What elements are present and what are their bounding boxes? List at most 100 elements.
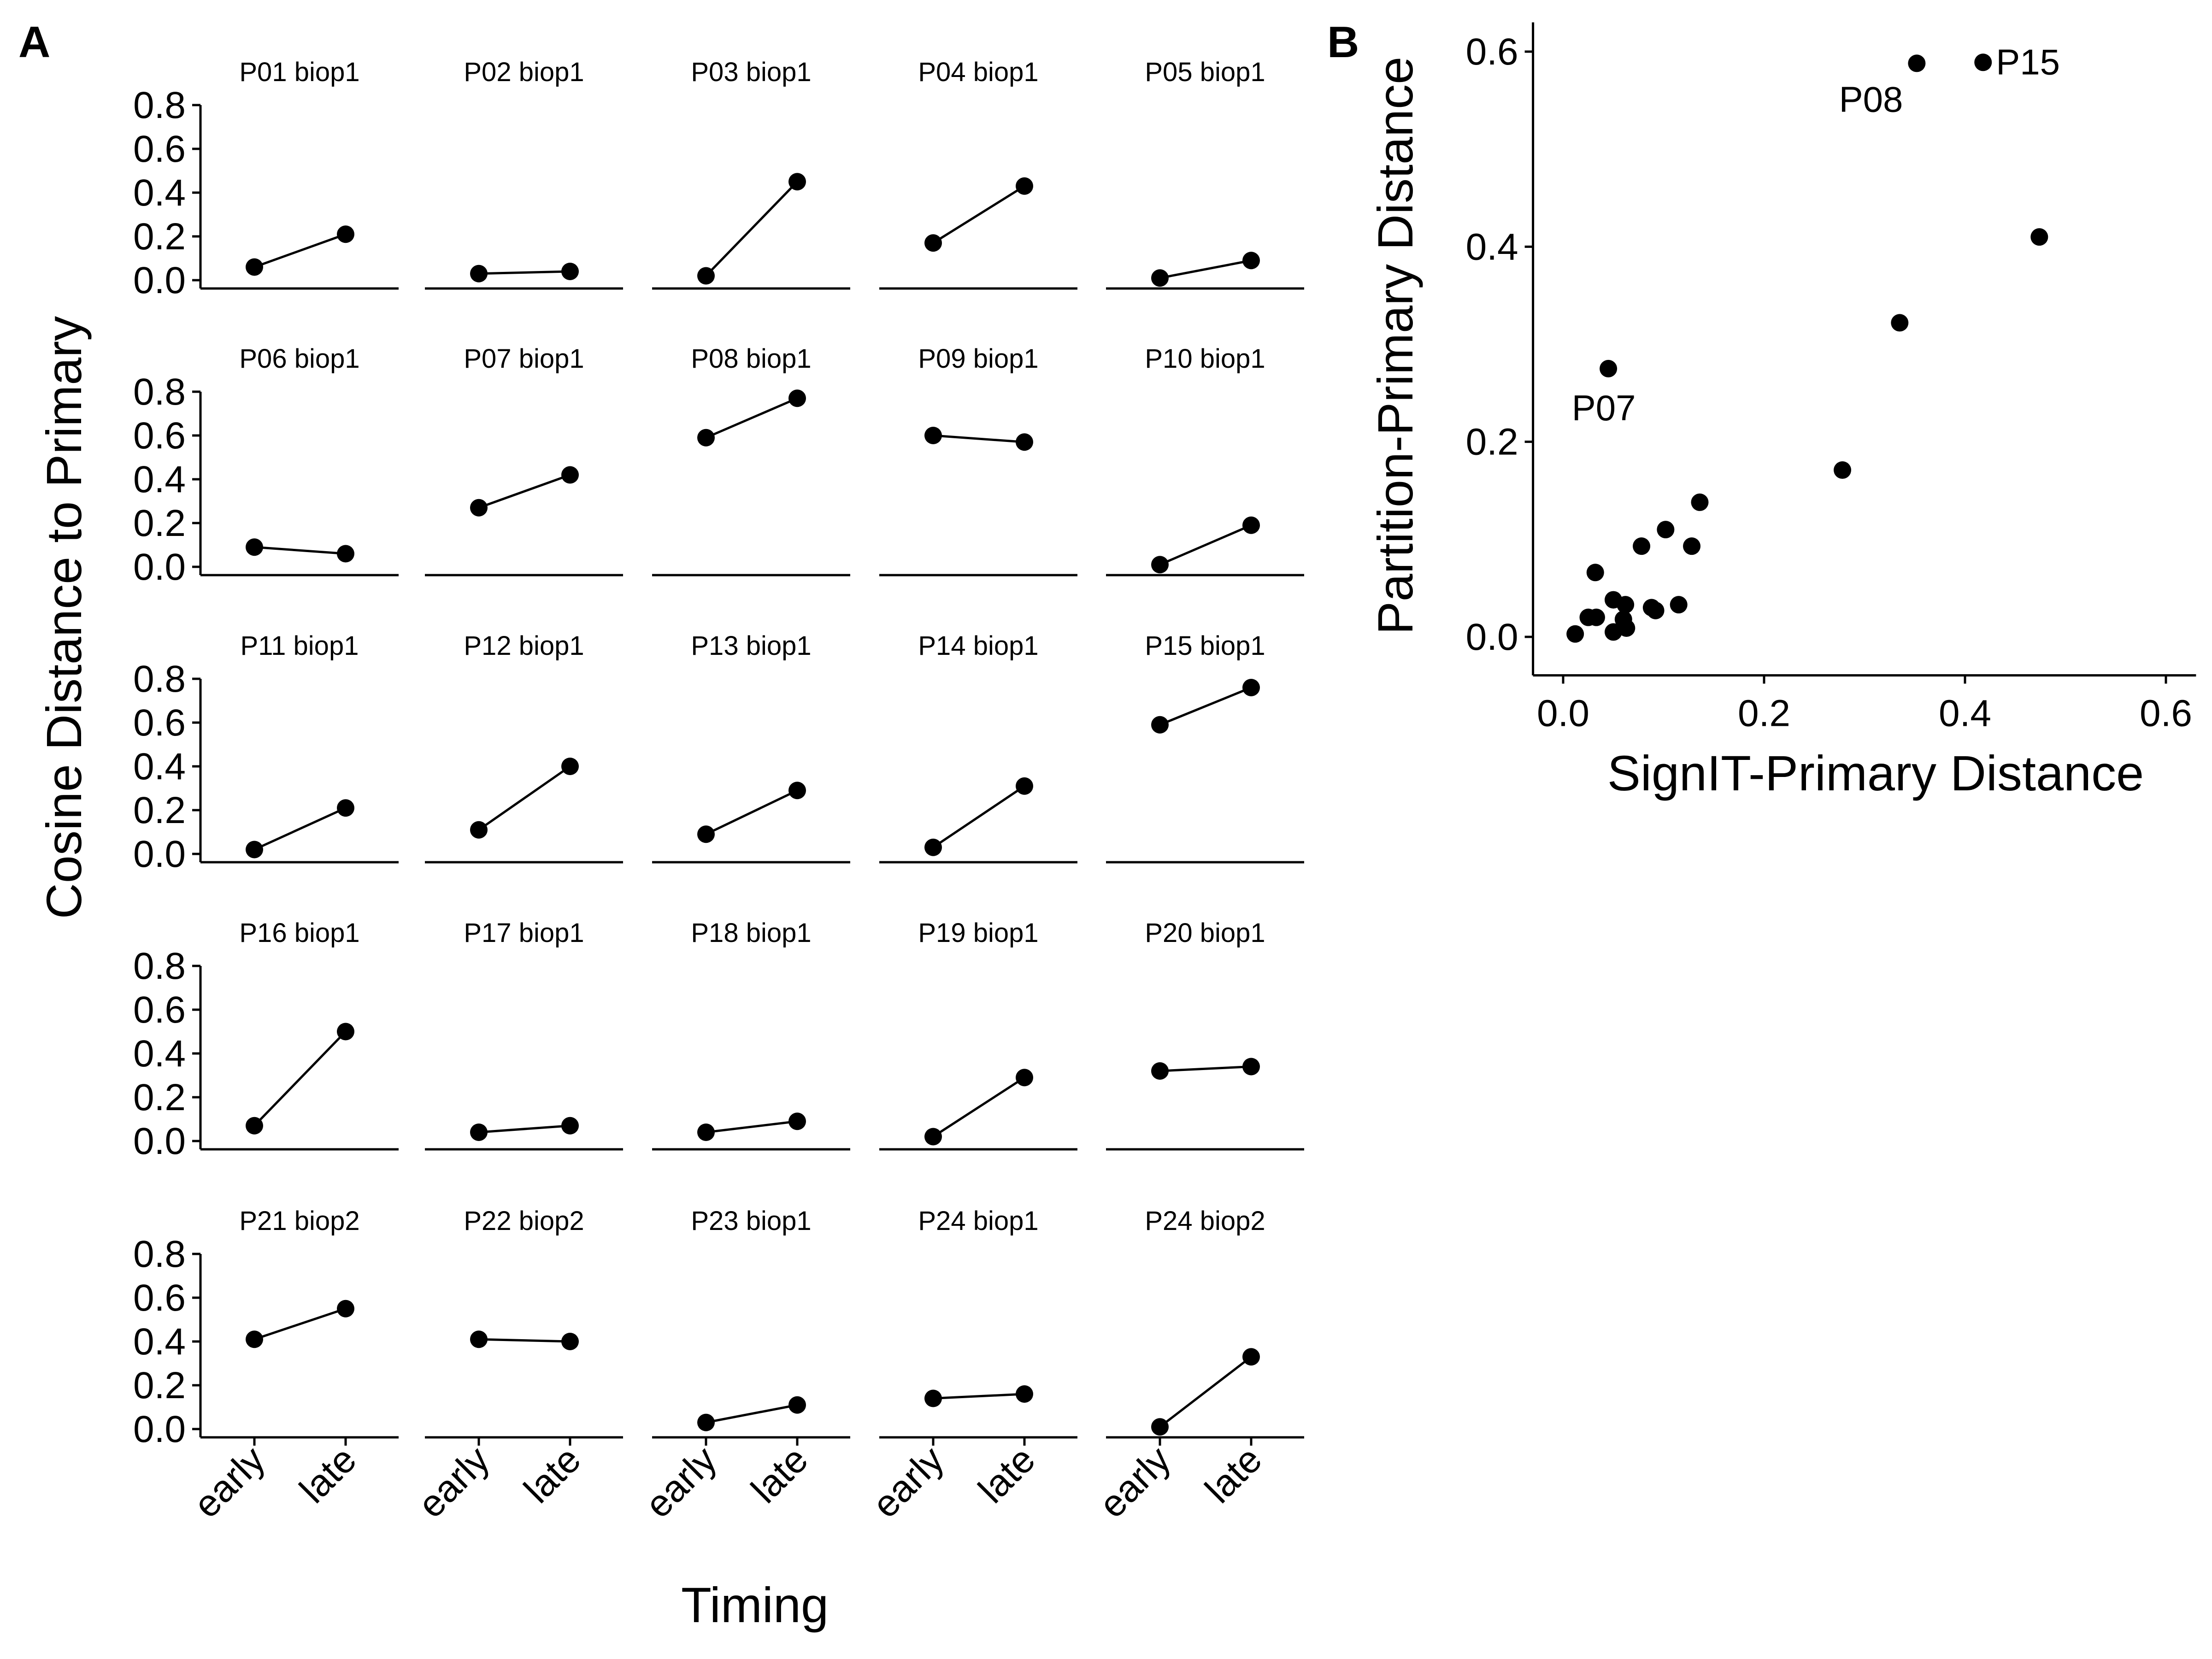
facet-p24-biop1: P24 biop1 early late — [865, 1206, 1077, 1526]
data-point-early — [697, 429, 715, 447]
data-point-late — [561, 466, 579, 484]
facet-p20-biop1: P20 biop1 — [1106, 918, 1304, 1151]
y-tick-label: 0.2 — [133, 216, 186, 258]
series-line — [1159, 259, 1252, 279]
facet-title: P23 biop1 — [691, 1206, 811, 1236]
data-point-late — [337, 799, 354, 817]
data-point-early — [1151, 1062, 1169, 1080]
data-point-late — [561, 1333, 579, 1350]
scatter-plot: 0.0 0.2 0.4 0.6 0.0 0.2 0.4 0.6 P07 P08 P15 — [1466, 22, 2196, 735]
data-point-early — [470, 265, 488, 282]
facet-title: P22 biop2 — [464, 1206, 584, 1236]
facet-p19-biop1: P19 biop1 — [879, 918, 1077, 1151]
y-tick-label: 0.8 — [133, 945, 186, 987]
facet-title: P07 biop1 — [464, 344, 584, 374]
y-tick-label: 0.6 — [133, 415, 186, 457]
data-point-late — [1242, 1058, 1260, 1076]
data-point-early — [924, 234, 942, 252]
facet-title: P04 biop1 — [918, 57, 1038, 87]
series-line — [932, 185, 1025, 244]
data-point-late — [788, 782, 806, 800]
data-point-early — [470, 821, 488, 839]
data-point-late — [1016, 1069, 1033, 1087]
scatter-point — [1587, 608, 1605, 626]
y-tick-label: 0.6 — [133, 702, 186, 744]
data-point-early — [924, 1389, 942, 1407]
panel-a-letter: A — [18, 18, 50, 67]
y-tick-label: 0.6 — [133, 989, 186, 1031]
data-point-late — [1016, 433, 1033, 451]
panel-b-letter: B — [1327, 18, 1359, 67]
x-tick-label: 0.4 — [1939, 693, 1991, 735]
y-tick-label: 0.8 — [133, 1233, 186, 1275]
y-tick-label: 0.4 — [133, 172, 186, 214]
series-line — [706, 1120, 798, 1134]
facet-title: P17 biop1 — [464, 918, 584, 948]
facet-title: P12 biop1 — [464, 631, 584, 661]
data-point-early — [246, 258, 263, 276]
data-point-late — [788, 389, 806, 407]
scatter-point — [1633, 537, 1651, 555]
y-tick-label: 0.4 — [1466, 226, 1518, 268]
facet-title: P21 biop2 — [239, 1206, 359, 1236]
y-tick-label: 0.6 — [1466, 31, 1518, 73]
x-tick-label: late — [516, 1438, 589, 1511]
data-point-early — [246, 538, 263, 556]
facet-title: P03 biop1 — [691, 57, 811, 87]
facet-p11-biop1: P11 biop1 0.00.20.40.60.8 — [133, 631, 399, 875]
x-tick-label: late — [1197, 1438, 1270, 1511]
facet-p23-biop1: P23 biop1 early late — [637, 1206, 850, 1526]
data-point-late — [561, 263, 579, 280]
facet-p14-biop1: P14 biop1 — [879, 631, 1077, 864]
facet-title: P20 biop1 — [1145, 918, 1265, 948]
data-point-early — [924, 838, 942, 856]
facet-title: P24 biop2 — [1145, 1206, 1265, 1236]
y-tick-label: 0.0 — [133, 259, 186, 301]
series-line — [1159, 686, 1252, 726]
data-point-late — [561, 758, 579, 775]
point-label-p08: P08 — [1839, 79, 1903, 119]
facet-title: P10 biop1 — [1145, 344, 1265, 374]
data-point-early — [470, 1330, 488, 1348]
scatter-point — [1600, 359, 1618, 377]
facet-p16-biop1: P16 biop1 0.00.20.40.60.8 — [133, 918, 399, 1162]
data-point-early — [697, 267, 715, 285]
y-tick-label: 0.2 — [1466, 421, 1518, 463]
data-point-early — [1151, 1418, 1169, 1436]
facet-p03-biop1: P03 biop1 — [652, 57, 850, 290]
x-tick-label: late — [743, 1438, 816, 1511]
facet-title: P02 biop1 — [464, 57, 584, 87]
data-point-early — [924, 427, 942, 444]
scatter-point — [1891, 314, 1909, 332]
facet-title: P09 biop1 — [918, 344, 1038, 374]
data-point-early — [697, 1413, 715, 1431]
x-tick-label: early — [186, 1438, 273, 1526]
series-line — [1159, 524, 1252, 566]
series-line — [478, 1124, 571, 1134]
y-tick-label: 0.2 — [133, 1365, 186, 1406]
facet-p24-biop2: P24 biop2 early late — [1091, 1206, 1304, 1526]
data-point-early — [1151, 556, 1169, 574]
series-line — [933, 1393, 1025, 1400]
x-tick-label: 0.0 — [1537, 693, 1589, 735]
series-line — [478, 474, 571, 509]
y-tick-label: 0.2 — [133, 789, 186, 831]
facet-p22-biop2: P22 biop2 early late — [410, 1206, 623, 1526]
panel-a-y-axis-title: Cosine Distance to Primary — [36, 316, 92, 919]
facet-p06-biop1: P06 biop1 0.00.20.40.60.8 — [133, 344, 399, 588]
series-line — [706, 397, 798, 439]
data-point-early — [697, 825, 715, 843]
scatter-point — [2030, 228, 2048, 246]
data-point-early — [246, 1330, 263, 1348]
series-line — [478, 765, 571, 831]
data-point-late — [337, 1300, 354, 1318]
data-point-late — [337, 545, 354, 563]
facet-title: P24 biop1 — [918, 1206, 1038, 1236]
data-point-early — [1151, 269, 1169, 287]
facet-p08-biop1: P08 biop1 — [652, 344, 850, 577]
scatter-point — [1691, 493, 1709, 511]
series-line — [932, 1077, 1025, 1138]
data-point-late — [788, 173, 806, 191]
scatter-point — [1834, 461, 1852, 479]
